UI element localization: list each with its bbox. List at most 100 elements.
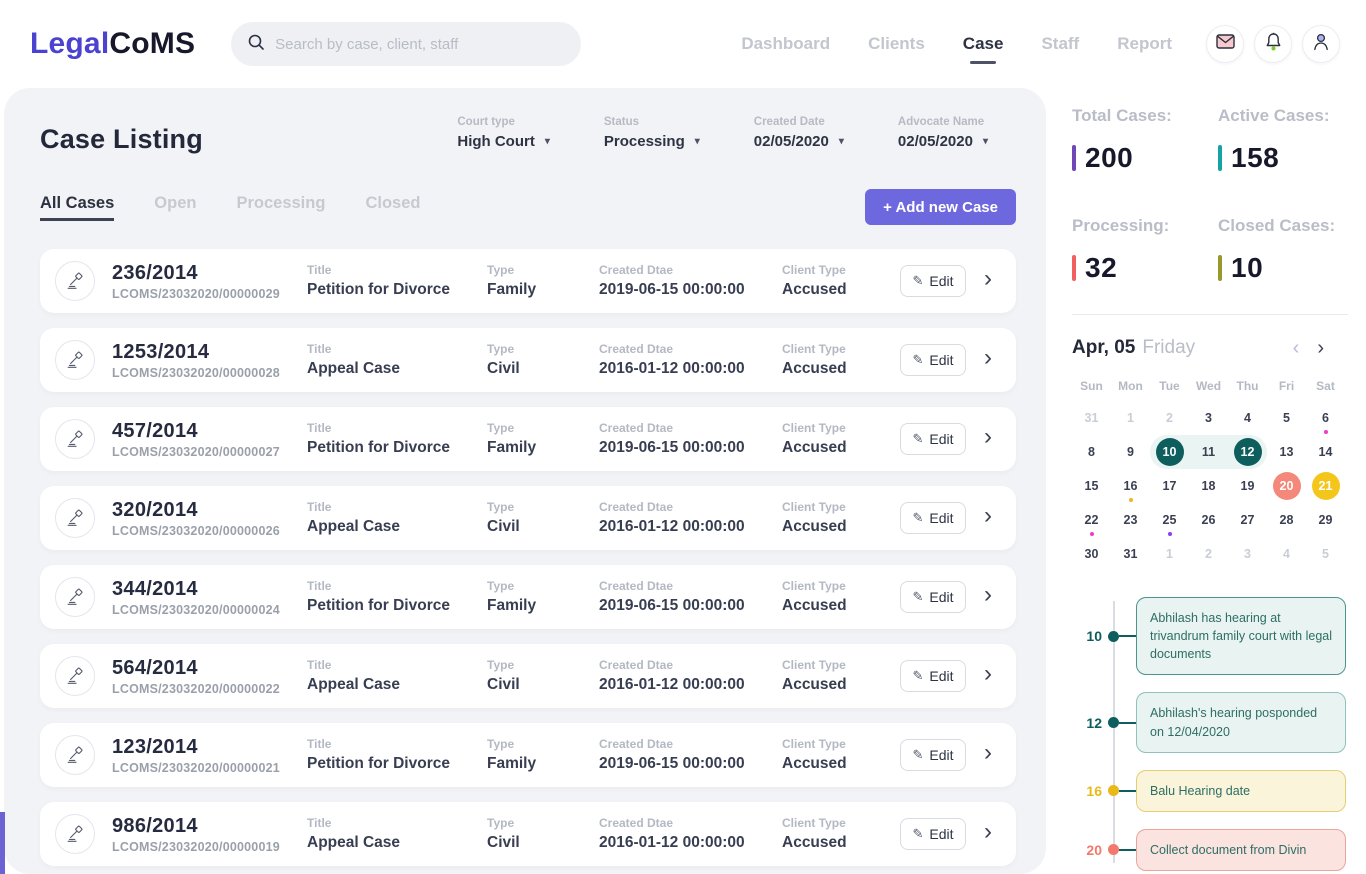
calendar-day[interactable]: 13 <box>1267 435 1306 469</box>
timeline-event-card[interactable]: Balu Hearing date <box>1136 770 1346 812</box>
calendar-day[interactable]: 26 <box>1189 503 1228 537</box>
case-row[interactable]: 320/2014LCOMS/23032020/00000026TitleAppe… <box>40 486 1016 550</box>
case-reference: LCOMS/23032020/00000019 <box>112 840 307 854</box>
calendar-day[interactable]: 21 <box>1306 469 1345 503</box>
search-bar[interactable] <box>231 22 581 66</box>
calendar-day[interactable]: 19 <box>1228 469 1267 503</box>
case-row[interactable]: 123/2014LCOMS/23032020/00000021TitlePeti… <box>40 723 1016 787</box>
calendar-prev-icon[interactable]: ‹ <box>1293 338 1300 358</box>
case-row[interactable]: 236/2014LCOMS/23032020/00000029TitlePeti… <box>40 249 1016 313</box>
profile-button[interactable] <box>1302 25 1340 63</box>
field-label: Client Type <box>782 579 900 593</box>
timeline-event-card[interactable]: Abhilash has hearing at trivandrum famil… <box>1136 597 1346 675</box>
case-row[interactable]: 1253/2014LCOMS/23032020/00000028TitleApp… <box>40 328 1016 392</box>
edit-button[interactable]: ✎Edit <box>900 818 966 850</box>
chevron-right-icon[interactable]: › <box>984 820 992 848</box>
calendar-day[interactable]: 3 <box>1189 401 1228 435</box>
edit-button[interactable]: ✎Edit <box>900 739 966 771</box>
calendar-day[interactable]: 18 <box>1189 469 1228 503</box>
timeline-event-card[interactable]: Abhilash's hearing posponded on 12/04/20… <box>1136 692 1346 752</box>
calendar-day-number: 6 <box>1322 411 1329 425</box>
calendar-day-number: 26 <box>1202 513 1216 527</box>
filter-value-dropdown[interactable]: 02/05/2020▾ <box>898 133 988 150</box>
chevron-right-icon[interactable]: › <box>984 267 992 295</box>
calendar-day[interactable]: 1 <box>1150 537 1189 571</box>
calendar-day[interactable]: 29 <box>1306 503 1345 537</box>
calendar-day[interactable]: 31 <box>1111 537 1150 571</box>
tab-closed[interactable]: Closed <box>365 194 420 221</box>
edit-button[interactable]: ✎Edit <box>900 265 966 297</box>
pencil-icon: ✎ <box>912 273 923 289</box>
calendar-day[interactable]: 12 <box>1228 435 1267 469</box>
nav-item-staff[interactable]: Staff <box>1041 34 1079 54</box>
calendar-day[interactable]: 31 <box>1072 401 1111 435</box>
chevron-right-icon[interactable]: › <box>984 425 992 453</box>
edit-button[interactable]: ✎Edit <box>900 660 966 692</box>
calendar-day[interactable]: 25 <box>1150 503 1189 537</box>
case-created-field: Created Dtae2019-06-15 00:00:00 <box>599 579 782 615</box>
calendar-day[interactable]: 17 <box>1150 469 1189 503</box>
case-row[interactable]: 564/2014LCOMS/23032020/00000022TitleAppe… <box>40 644 1016 708</box>
timeline-event-card[interactable]: Collect document from Divin <box>1136 829 1346 871</box>
calendar-day[interactable]: 14 <box>1306 435 1345 469</box>
calendar-next-icon[interactable]: › <box>1317 338 1324 358</box>
case-number-block: 564/2014LCOMS/23032020/00000022 <box>95 657 307 696</box>
nav-item-case[interactable]: Case <box>963 34 1004 54</box>
notifications-button[interactable] <box>1254 25 1292 63</box>
calendar-day[interactable]: 15 <box>1072 469 1111 503</box>
calendar-day[interactable]: 20 <box>1267 469 1306 503</box>
chevron-right-icon[interactable]: › <box>984 583 992 611</box>
calendar-day[interactable]: 8 <box>1072 435 1111 469</box>
chevron-right-icon[interactable]: › <box>984 741 992 769</box>
calendar-day[interactable]: 2 <box>1150 401 1189 435</box>
case-row[interactable]: 344/2014LCOMS/23032020/00000024TitlePeti… <box>40 565 1016 629</box>
edit-button[interactable]: ✎Edit <box>900 502 966 534</box>
nav-item-report[interactable]: Report <box>1117 34 1172 54</box>
calendar-day[interactable]: 4 <box>1228 401 1267 435</box>
calendar-day[interactable]: 4 <box>1267 537 1306 571</box>
calendar-day[interactable]: 30 <box>1072 537 1111 571</box>
stat-value: 200 <box>1072 142 1218 174</box>
calendar-day[interactable]: 23 <box>1111 503 1150 537</box>
tab-processing[interactable]: Processing <box>236 194 325 221</box>
case-row[interactable]: 457/2014LCOMS/23032020/00000027TitlePeti… <box>40 407 1016 471</box>
calendar-day[interactable]: 10 <box>1150 435 1189 469</box>
nav-item-clients[interactable]: Clients <box>868 34 925 54</box>
filter-value-dropdown[interactable]: Processing▾ <box>604 133 700 150</box>
chevron-right-icon[interactable]: › <box>984 346 992 374</box>
calendar-day[interactable]: 6 <box>1306 401 1345 435</box>
calendar-day[interactable]: 2 <box>1189 537 1228 571</box>
case-row[interactable]: 986/2014LCOMS/23032020/00000019TitleAppe… <box>40 802 1016 866</box>
calendar-day[interactable]: 28 <box>1267 503 1306 537</box>
filter-value-dropdown[interactable]: 02/05/2020▾ <box>754 133 844 150</box>
tab-open[interactable]: Open <box>154 194 196 221</box>
calendar-day[interactable]: 22 <box>1072 503 1111 537</box>
chevron-down-icon: ▾ <box>695 136 700 147</box>
chevron-right-icon[interactable]: › <box>984 662 992 690</box>
filter-value-dropdown[interactable]: High Court▾ <box>457 133 550 150</box>
tab-all-cases[interactable]: All Cases <box>40 194 114 221</box>
stat-value: 32 <box>1072 252 1218 284</box>
add-new-case-button[interactable]: + Add new Case <box>865 189 1016 225</box>
calendar-day[interactable]: 5 <box>1267 401 1306 435</box>
edit-button[interactable]: ✎Edit <box>900 344 966 376</box>
stat-color-bar <box>1072 255 1076 281</box>
calendar-day[interactable]: 3 <box>1228 537 1267 571</box>
calendar-day[interactable]: 1 <box>1111 401 1150 435</box>
search-input[interactable] <box>275 36 565 53</box>
nav-item-dashboard[interactable]: Dashboard <box>741 34 830 54</box>
edit-label: Edit <box>929 589 953 605</box>
calendar-day[interactable]: 16 <box>1111 469 1150 503</box>
edit-button[interactable]: ✎Edit <box>900 423 966 455</box>
timeline-connector <box>1119 635 1136 637</box>
edit-button[interactable]: ✎Edit <box>900 581 966 613</box>
mail-button[interactable] <box>1206 25 1244 63</box>
stat-color-bar <box>1218 255 1222 281</box>
calendar-day[interactable]: 11 <box>1189 435 1228 469</box>
gavel-icon <box>55 340 95 380</box>
calendar-day[interactable]: 9 <box>1111 435 1150 469</box>
calendar-day[interactable]: 27 <box>1228 503 1267 537</box>
calendar-day[interactable]: 5 <box>1306 537 1345 571</box>
chevron-right-icon[interactable]: › <box>984 504 992 532</box>
case-type-field: TypeCivil <box>487 342 599 378</box>
